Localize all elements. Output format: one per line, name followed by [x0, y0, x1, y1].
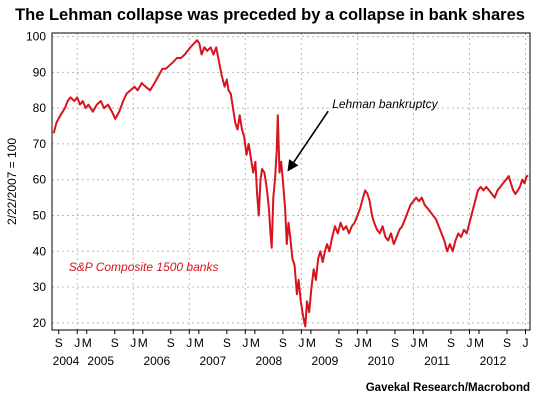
- y-tick-label: 90: [33, 65, 47, 79]
- x-tick-label: J: [466, 336, 472, 350]
- year-label: 2010: [368, 354, 395, 368]
- year-label: 2005: [87, 354, 114, 368]
- year-label: 2004: [53, 354, 80, 368]
- y-tick-label: 60: [33, 173, 47, 187]
- x-tick-label: J: [186, 336, 192, 350]
- y-tick-label: 100: [26, 30, 46, 44]
- chart-title: The Lehman collapse was preceded by a co…: [15, 6, 525, 24]
- x-tick-label: S: [503, 336, 511, 350]
- x-tick-label: M: [250, 336, 260, 350]
- x-tick-label: M: [194, 336, 204, 350]
- series-label: S&P Composite 1500 banks: [69, 260, 219, 274]
- x-tick-label: S: [447, 336, 455, 350]
- x-tick-label: J: [74, 336, 80, 350]
- year-label: 2009: [312, 354, 339, 368]
- year-label: 2011: [424, 354, 450, 368]
- x-tick-label: M: [82, 336, 92, 350]
- source-credit: Gavekal Research/Macrobond: [365, 382, 530, 394]
- year-label: 2006: [143, 354, 170, 368]
- x-tick-label: J: [354, 336, 360, 350]
- y-tick-label: 70: [33, 137, 47, 151]
- annotation-arrow: [287, 110, 329, 172]
- x-tick-label: M: [306, 336, 316, 350]
- x-tick-label: S: [167, 336, 175, 350]
- y-tick-label: 20: [33, 316, 47, 330]
- y-axis-label: 2/22/2007 = 100: [5, 138, 19, 225]
- y-tick-label: 30: [33, 280, 47, 294]
- year-label: 2007: [199, 354, 226, 368]
- x-tick-label: M: [474, 336, 484, 350]
- x-tick-label: J: [298, 336, 304, 350]
- x-tick-label: J: [523, 336, 529, 350]
- x-tick-label: M: [138, 336, 148, 350]
- annotation-lehman: Lehman bankruptcy: [332, 97, 438, 111]
- year-label: 2012: [480, 354, 507, 368]
- year-label: 2008: [256, 354, 283, 368]
- x-tick-label: S: [335, 336, 343, 350]
- series-line: [52, 39, 529, 328]
- x-tick-label: S: [111, 336, 119, 350]
- y-tick-label: 40: [33, 244, 47, 258]
- x-tick-label: J: [410, 336, 416, 350]
- x-tick-label: M: [362, 336, 372, 350]
- plot-frame: [51, 32, 531, 331]
- y-tick-label: 80: [33, 101, 47, 115]
- x-tick-label: S: [55, 336, 63, 350]
- x-tick-label: J: [242, 336, 248, 350]
- x-tick-label: J: [130, 336, 136, 350]
- x-tick-label: S: [391, 336, 399, 350]
- x-tick-label: S: [223, 336, 231, 350]
- x-tick-label: S: [279, 336, 287, 350]
- x-tick-label: M: [418, 336, 428, 350]
- y-tick-label: 50: [33, 208, 47, 222]
